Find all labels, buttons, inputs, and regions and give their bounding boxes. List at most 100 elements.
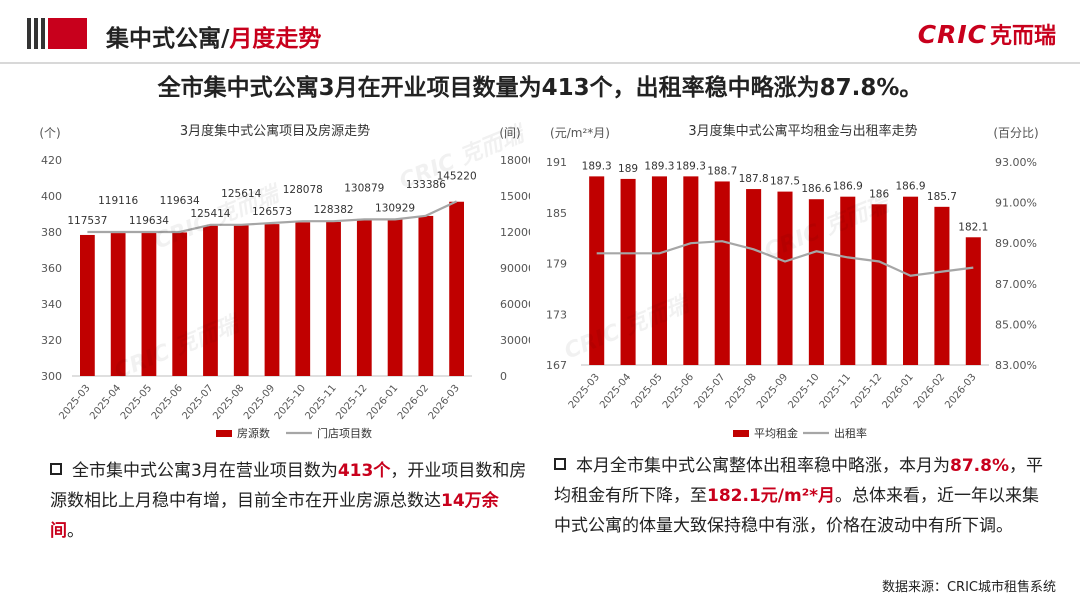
bar-2026-03 [965, 237, 981, 365]
right-axis-tick: 89.00% [995, 237, 1037, 250]
data-label: 130929 [375, 202, 415, 214]
page-title-main: 集中式公寓/ [106, 26, 230, 52]
data-label: 186.9 [833, 181, 863, 193]
data-label: 182.1 [958, 221, 988, 233]
bar-2025-08 [233, 225, 249, 376]
right-axis-tick: 150000 [500, 190, 530, 203]
data-label: 189.3 [644, 160, 674, 172]
right-axis-tick: 91.00% [995, 197, 1037, 210]
legend-label: 房源数 [237, 426, 270, 440]
chart-title: 3月度集中式公寓平均租金与出租率走势 [688, 123, 917, 139]
legend-label: 平均租金 [754, 426, 798, 440]
left-axis-tick: 420 [41, 154, 62, 167]
data-label: 128078 [283, 184, 323, 196]
note-highlight: 87.8% [950, 456, 1009, 476]
x-axis-tick: 2026-02 [912, 372, 947, 411]
left-axis-tick: 400 [41, 190, 62, 203]
bar-2025-03 [589, 176, 605, 365]
legend-swatch-房源数 [216, 430, 232, 437]
bar-2025-05 [651, 176, 667, 365]
data-label: 188.7 [707, 165, 737, 177]
data-label: 189.3 [582, 160, 612, 172]
bar-2025-04 [620, 178, 636, 365]
x-axis-tick: 2025-07 [180, 383, 215, 422]
right-axis-unit: (百分比) [993, 126, 1038, 140]
x-axis-tick: 2025-11 [818, 372, 853, 411]
left-axis-tick: 320 [41, 334, 62, 347]
data-label: 187.5 [770, 176, 800, 188]
bar-2025-12 [871, 204, 887, 365]
x-axis-tick: 2025-08 [724, 372, 759, 411]
left-axis-tick: 185 [546, 207, 567, 220]
data-label: 128382 [313, 204, 353, 216]
brand-logo-name: 克而瑞 [989, 24, 1056, 49]
left-axis-tick: 191 [546, 156, 567, 169]
bar-2025-11 [326, 221, 341, 376]
note-text: ，平均租金有所下降，至 [554, 456, 1043, 506]
legend-label: 出租率 [834, 426, 867, 440]
right-axis-tick: 83.00% [995, 359, 1037, 372]
bullet-box-icon [50, 463, 62, 475]
header-stripes-icon [27, 18, 87, 49]
bar-2025-09 [264, 224, 280, 376]
left-axis-tick: 360 [41, 262, 62, 275]
right-axis-tick: 180000 [500, 154, 530, 167]
series-line-门店项目数 [87, 200, 458, 234]
bar-2026-02 [418, 215, 434, 376]
bar-2025-10 [808, 199, 824, 365]
bar-2026-01 [387, 218, 403, 376]
data-label: 130879 [344, 182, 384, 194]
chart-title: 3月度集中式公寓项目及房源走势 [180, 123, 370, 139]
bullet-box-icon [554, 458, 566, 470]
bar-2025-08 [746, 189, 762, 365]
data-label: 119634 [160, 195, 200, 207]
note-highlight: 413个 [337, 461, 391, 481]
bar-2025-07 [714, 181, 730, 365]
bar-2025-04 [110, 233, 126, 376]
left-axis-tick: 167 [546, 359, 567, 372]
data-label: 119116 [98, 195, 138, 207]
bar-2025-09 [777, 191, 793, 365]
x-axis-tick: 2025-08 [211, 383, 246, 422]
x-axis-tick: 2026-03 [943, 372, 978, 411]
legend-swatch-平均租金 [733, 430, 749, 437]
bar-2025-10 [295, 222, 311, 376]
legend-label: 门店项目数 [317, 426, 372, 440]
note-text: ，开业项目数和房源数相比上月稳中有增，目前全市在开业房源总数达 [50, 461, 527, 511]
data-label: 186.9 [896, 181, 926, 193]
right-axis-tick: 0 [500, 370, 507, 383]
data-label: 125614 [221, 188, 261, 200]
x-axis-tick: 2025-04 [598, 372, 633, 411]
data-label: 189 [618, 163, 638, 175]
bar-2025-12 [356, 218, 372, 376]
left-axis-unit: (个) [39, 126, 60, 140]
headline: 全市集中式公寓3月在开业项目数量为413个，出租率稳中略涨为87.8%。 [157, 75, 923, 101]
x-axis-tick: 2025-10 [273, 383, 308, 422]
note-highlight: 14万余间 [50, 491, 499, 541]
x-axis-tick: 2025-12 [334, 383, 369, 422]
x-axis-tick: 2025-04 [88, 383, 123, 422]
x-axis-tick: 2025-03 [567, 372, 602, 411]
x-axis-tick: 2025-05 [629, 372, 664, 411]
x-axis-tick: 2025-09 [755, 372, 790, 411]
rent-occupancy-chart: 3月度集中式公寓平均租金与出租率走势 (元/m²*月) (百分比) 167 173 179… [546, 123, 1039, 440]
note-text: 。总体来看，近一年以来集中式公寓的体量大致保持稳中有涨，价格在波动中有所下调。 [554, 486, 1040, 536]
header-divider [0, 62, 1080, 64]
data-label: 119634 [129, 215, 169, 227]
x-axis-tick: 2025-05 [119, 383, 154, 422]
note-text: 全市集中式公寓3月在营业项目数为 [72, 461, 338, 481]
right-axis-tick: 87.00% [995, 278, 1037, 291]
left-axis-tick: 300 [41, 370, 62, 383]
data-label: 145220 [437, 170, 477, 182]
bar-2025-06 [683, 176, 699, 365]
data-label: 185.7 [927, 191, 957, 203]
brand-logo: CRIC 克而瑞 [918, 18, 1056, 50]
note-text: 本月全市集中式公寓整体出租率稳中略涨，本月为 [576, 456, 950, 476]
x-axis-tick: 2025-06 [150, 383, 185, 422]
data-label: 125414 [190, 208, 230, 220]
data-label: 117537 [67, 215, 107, 227]
bar-2026-02 [934, 206, 950, 365]
x-axis-tick: 2026-02 [396, 383, 431, 422]
x-axis-tick: 2026-01 [365, 383, 400, 422]
left-axis-tick: 173 [546, 308, 567, 321]
